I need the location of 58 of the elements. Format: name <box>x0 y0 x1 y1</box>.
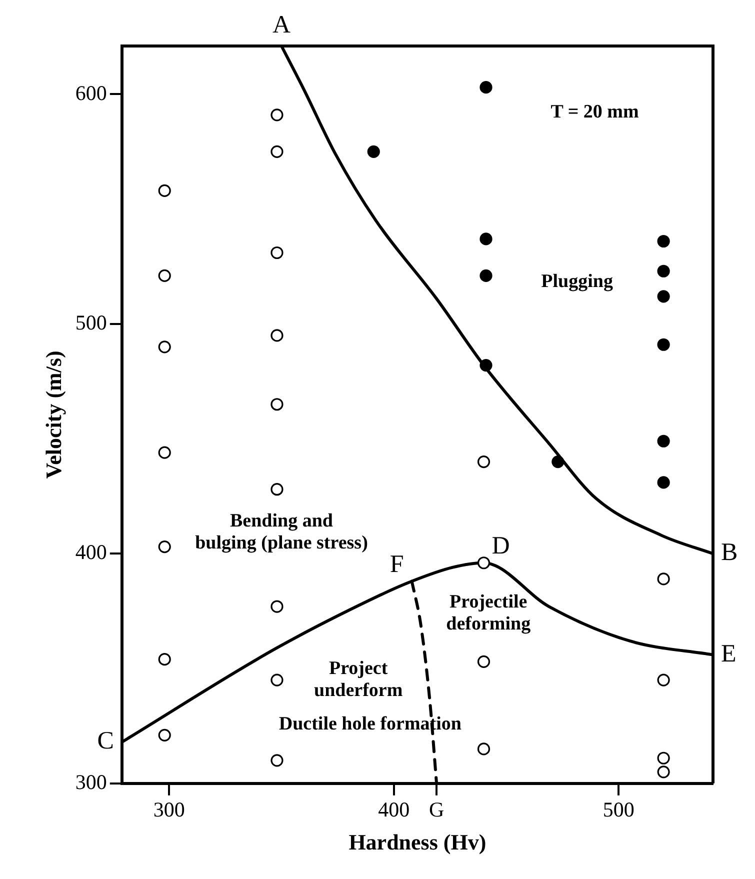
point <box>477 556 490 570</box>
point <box>270 674 284 686</box>
annotation: Ductile hole formation <box>278 713 462 734</box>
point <box>158 269 171 282</box>
y-tick-label: 400 <box>75 540 107 564</box>
annotation: B <box>721 539 738 566</box>
point <box>657 752 670 764</box>
point <box>480 359 492 372</box>
point <box>480 232 492 246</box>
y-tick-label: 600 <box>75 80 107 105</box>
point <box>367 145 380 158</box>
x-tick-label: 400 <box>378 798 410 822</box>
point <box>477 742 490 756</box>
annotation: A <box>272 12 291 39</box>
point <box>657 264 670 278</box>
point <box>158 728 171 742</box>
annotation: T = 20 mm <box>550 101 639 122</box>
point <box>270 600 284 613</box>
point <box>657 766 670 778</box>
point <box>270 483 284 496</box>
annotation: D <box>492 532 510 560</box>
point <box>270 754 284 767</box>
point <box>657 572 670 586</box>
point <box>158 653 171 666</box>
annotation: C <box>97 728 114 755</box>
point <box>158 540 171 554</box>
point <box>270 329 284 342</box>
point <box>158 340 171 354</box>
annotation: Project underform <box>314 658 403 702</box>
point <box>477 455 490 468</box>
point <box>657 290 670 303</box>
point <box>270 108 284 122</box>
annotation: E <box>721 640 736 668</box>
x-tick-label: G <box>428 798 444 822</box>
point <box>657 234 670 248</box>
point <box>552 455 564 468</box>
point <box>657 674 670 686</box>
x-tick-label: 500 <box>602 798 634 822</box>
annotation: Projectile deforming <box>446 592 532 635</box>
x-axis-title: Hardness (Hv) <box>348 829 486 854</box>
annotation: Plugging <box>541 270 614 292</box>
point <box>270 145 284 158</box>
x-tick-label: 300 <box>153 798 185 822</box>
point <box>480 81 492 94</box>
point <box>657 434 670 448</box>
point <box>480 269 492 282</box>
point <box>477 655 490 668</box>
point <box>657 338 670 351</box>
y-axis-title: Velocity (m/s) <box>40 350 66 479</box>
point <box>158 446 171 459</box>
point <box>158 184 171 198</box>
point <box>270 398 284 411</box>
annotation: F <box>390 550 404 578</box>
annotation: Bending and bulging (plane stress) <box>195 510 368 554</box>
y-tick-label: 300 <box>75 770 107 794</box>
point <box>270 246 284 260</box>
y-tick-label: 500 <box>75 310 107 334</box>
point <box>657 476 670 489</box>
